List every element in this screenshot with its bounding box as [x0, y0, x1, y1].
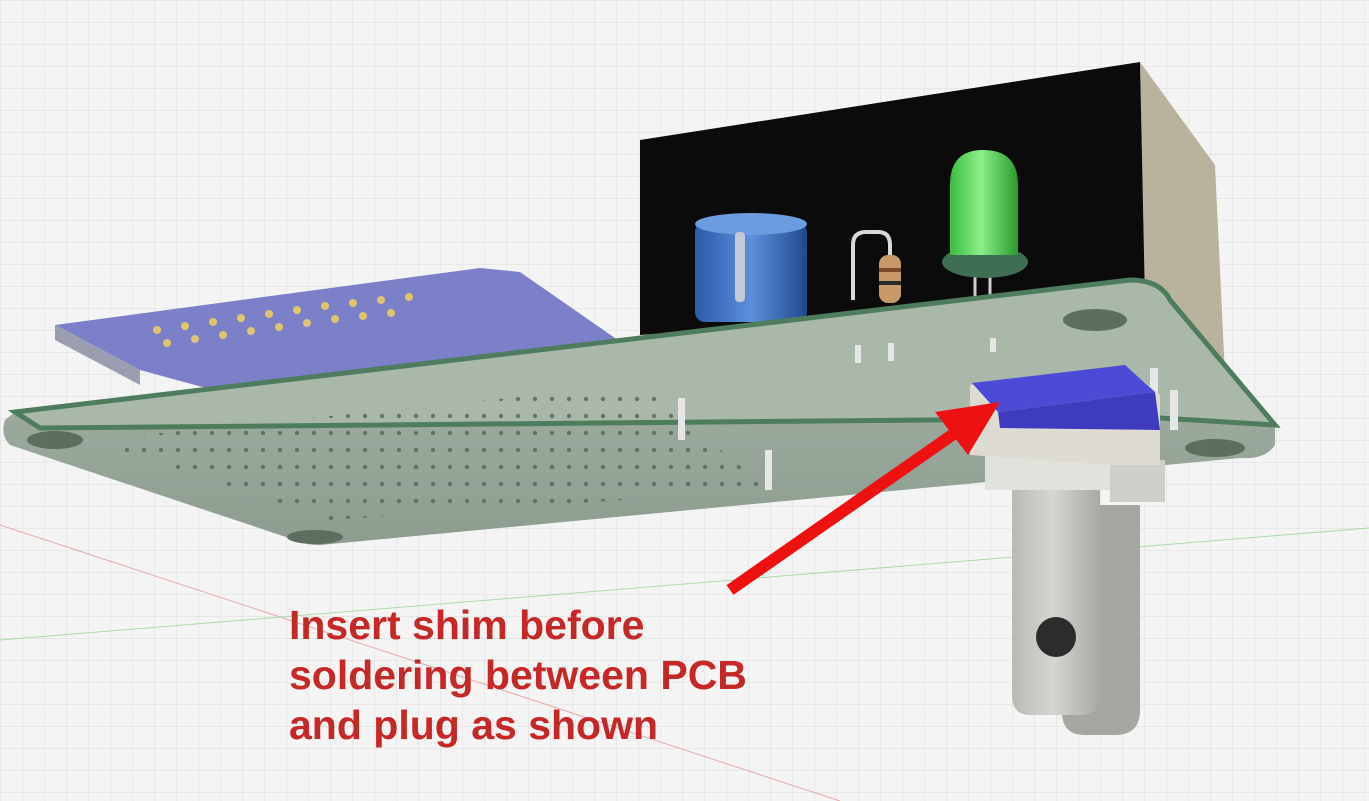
- capacitor: [695, 213, 807, 322]
- annotation-arrow: [726, 402, 1000, 595]
- mounting-hole: [1185, 439, 1245, 457]
- led: [942, 150, 1028, 296]
- annotation-line: Insert shim before: [289, 602, 645, 648]
- resistor: [851, 230, 901, 303]
- plug-hole: [1036, 617, 1076, 657]
- mounting-hole: [27, 431, 83, 449]
- mounting-hole: [287, 530, 343, 544]
- plug: [970, 365, 1165, 735]
- annotation-text: Insert shim before soldering between PCB…: [289, 600, 747, 750]
- mounting-hole: [1063, 309, 1127, 331]
- annotation-line: and plug as shown: [289, 702, 659, 748]
- shim: [972, 365, 1160, 430]
- connector-board: [55, 268, 625, 400]
- pcb-board: [3, 277, 1281, 545]
- axis-line-green: [0, 527, 1369, 641]
- annotation-line: soldering between PCB: [289, 652, 747, 698]
- axis-line-red: [0, 524, 841, 801]
